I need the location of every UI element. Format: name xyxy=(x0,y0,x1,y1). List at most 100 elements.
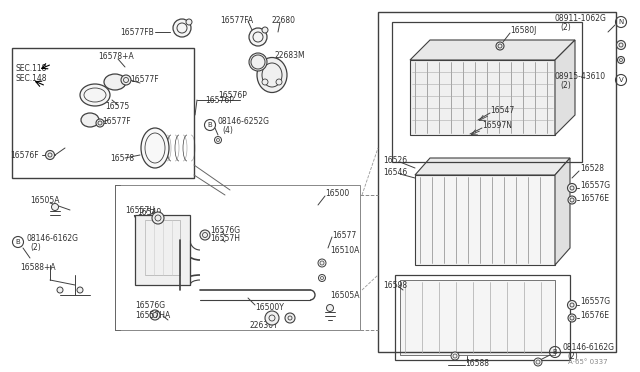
Text: V: V xyxy=(619,77,623,83)
Circle shape xyxy=(249,28,267,46)
Circle shape xyxy=(262,79,268,85)
Text: 16557G: 16557G xyxy=(580,298,610,307)
Bar xyxy=(135,215,190,285)
Circle shape xyxy=(534,358,542,366)
Text: 16588+A: 16588+A xyxy=(20,263,56,273)
Text: N: N xyxy=(618,19,623,25)
Polygon shape xyxy=(555,158,570,265)
Circle shape xyxy=(150,310,160,320)
Circle shape xyxy=(51,203,58,211)
Circle shape xyxy=(152,212,164,224)
Text: 16557H: 16557H xyxy=(125,205,155,215)
Text: 16510A: 16510A xyxy=(330,246,360,254)
Text: 16557H: 16557H xyxy=(210,234,240,243)
Ellipse shape xyxy=(141,128,169,168)
Circle shape xyxy=(568,196,576,204)
Text: A·65° 0337: A·65° 0337 xyxy=(568,359,607,365)
Text: 16546: 16546 xyxy=(383,167,407,176)
Circle shape xyxy=(326,305,333,311)
Circle shape xyxy=(96,119,104,127)
Circle shape xyxy=(45,151,54,160)
Text: 16576G: 16576G xyxy=(210,225,240,234)
Bar xyxy=(12,48,194,178)
Text: 16505A: 16505A xyxy=(330,291,360,299)
Text: 16557HA: 16557HA xyxy=(135,311,170,320)
Text: (2): (2) xyxy=(567,353,578,362)
Circle shape xyxy=(265,311,279,325)
Text: 08911-1062G: 08911-1062G xyxy=(555,13,607,22)
Circle shape xyxy=(251,55,265,69)
Text: 16575: 16575 xyxy=(105,102,129,110)
Circle shape xyxy=(121,75,131,85)
Text: 16598: 16598 xyxy=(383,280,407,289)
Text: 16576G: 16576G xyxy=(135,301,165,310)
Ellipse shape xyxy=(104,74,126,90)
Text: 08146-6162G: 08146-6162G xyxy=(26,234,78,243)
Text: 16577: 16577 xyxy=(332,231,356,240)
Text: (4): (4) xyxy=(222,125,233,135)
Text: 16526: 16526 xyxy=(383,155,407,164)
Circle shape xyxy=(77,287,83,293)
Circle shape xyxy=(616,41,625,49)
Ellipse shape xyxy=(257,58,287,93)
Text: 16549: 16549 xyxy=(137,208,161,217)
Text: 16577F: 16577F xyxy=(102,116,131,125)
Text: SEC.118: SEC.118 xyxy=(15,64,46,73)
Text: 16576E: 16576E xyxy=(580,311,609,321)
Text: 22683M: 22683M xyxy=(275,51,306,60)
Ellipse shape xyxy=(80,84,110,106)
Circle shape xyxy=(285,313,295,323)
Ellipse shape xyxy=(81,113,99,127)
Text: 08915-43610: 08915-43610 xyxy=(555,71,606,80)
Text: 16500Y: 16500Y xyxy=(255,304,284,312)
Text: 16588: 16588 xyxy=(465,359,489,369)
Circle shape xyxy=(568,301,577,310)
Circle shape xyxy=(568,314,576,322)
Circle shape xyxy=(451,352,459,360)
Text: 16500: 16500 xyxy=(325,189,349,198)
Circle shape xyxy=(496,42,504,50)
Circle shape xyxy=(276,79,282,85)
Bar xyxy=(115,185,360,330)
Text: 16576P: 16576P xyxy=(218,90,247,99)
Bar xyxy=(378,12,616,352)
Text: B: B xyxy=(207,122,212,128)
Circle shape xyxy=(618,57,625,64)
Polygon shape xyxy=(400,280,555,355)
Polygon shape xyxy=(410,40,575,60)
Bar xyxy=(145,220,180,275)
Text: 16576E: 16576E xyxy=(580,193,609,202)
Circle shape xyxy=(214,137,221,144)
Circle shape xyxy=(200,230,210,240)
Text: (2): (2) xyxy=(30,243,41,251)
Text: 08146-6162G: 08146-6162G xyxy=(563,343,615,353)
Text: 16505A: 16505A xyxy=(30,196,60,205)
Text: B: B xyxy=(552,349,557,355)
Text: B: B xyxy=(15,239,20,245)
Text: SEC.148: SEC.148 xyxy=(15,74,47,83)
Text: 16578: 16578 xyxy=(110,154,134,163)
Text: 16578+A: 16578+A xyxy=(98,51,134,61)
Polygon shape xyxy=(415,158,570,175)
Bar xyxy=(392,22,582,162)
Ellipse shape xyxy=(249,53,267,71)
Text: 16576F: 16576F xyxy=(10,151,38,160)
Text: 22630Y: 22630Y xyxy=(250,321,279,330)
Text: 16597N: 16597N xyxy=(482,121,512,129)
Bar xyxy=(395,275,570,360)
Text: 16576P: 16576P xyxy=(205,96,234,105)
Text: 16557G: 16557G xyxy=(580,180,610,189)
Circle shape xyxy=(57,287,63,293)
Text: (2): (2) xyxy=(560,80,571,90)
Text: 16528: 16528 xyxy=(580,164,604,173)
Circle shape xyxy=(318,259,326,267)
Text: 22680: 22680 xyxy=(272,16,296,25)
Text: 16577FB: 16577FB xyxy=(120,28,154,36)
Polygon shape xyxy=(555,40,575,135)
Circle shape xyxy=(568,183,577,192)
Text: (2): (2) xyxy=(560,22,571,32)
Polygon shape xyxy=(415,175,555,265)
Circle shape xyxy=(173,19,191,37)
Text: 08146-6252G: 08146-6252G xyxy=(218,116,270,125)
Text: 16577FA: 16577FA xyxy=(220,16,253,25)
